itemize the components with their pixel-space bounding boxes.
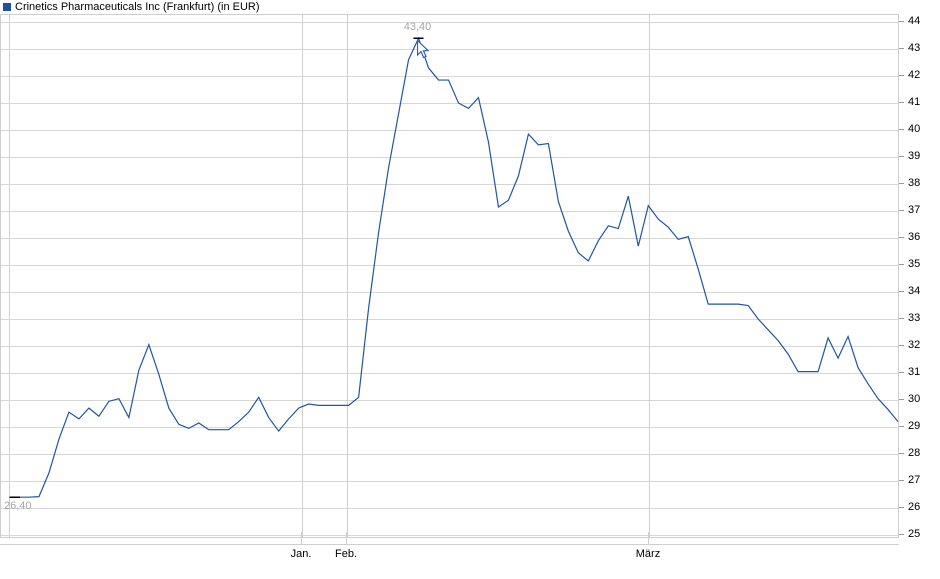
y-tick-mark (899, 291, 904, 292)
y-tick-mark (899, 264, 904, 265)
y-tick-mark (899, 48, 904, 49)
y-tick-label: 41 (908, 96, 921, 108)
y-tick-label: 29 (908, 420, 921, 432)
y-tick-mark (899, 399, 904, 400)
price-line-series (9, 36, 899, 498)
y-tick-mark (899, 318, 904, 319)
y-tick-label: 31 (908, 366, 921, 378)
y-tick-label: 38 (908, 177, 921, 189)
max-value-label: 43,40 (403, 21, 432, 34)
y-tick-mark (899, 453, 904, 454)
y-tick-mark (899, 75, 904, 76)
y-tick-label: 42 (908, 69, 921, 81)
y-tick-label: 36 (908, 231, 921, 243)
y-tick-label: 32 (908, 339, 921, 351)
y-tick-label: 34 (908, 285, 921, 297)
y-tick-mark (899, 156, 904, 157)
y-tick-label: 37 (908, 204, 921, 216)
x-tick-label: März (635, 548, 661, 560)
y-tick-label: 44 (908, 15, 921, 27)
y-tick-label: 26 (908, 501, 921, 513)
x-axis-rule (0, 544, 899, 545)
extreme-markers (10, 37, 424, 498)
y-tick-mark (899, 345, 904, 346)
x-tick-label: Feb. (334, 548, 358, 560)
y-tick-label: 27 (908, 474, 921, 486)
x-tick-label: Jan. (290, 548, 312, 560)
y-axis: 44 43 42 41 40 39 38 37 36 35 34 33 32 31 30 29 28 27 26 25 (899, 14, 940, 540)
y-tick-mark (899, 372, 904, 373)
y-tick-mark (899, 102, 904, 103)
y-tick-label: 28 (908, 447, 921, 459)
y-tick-label: 39 (908, 150, 921, 162)
y-tick-label: 35 (908, 258, 921, 270)
y-tick-label: 30 (908, 393, 921, 405)
min-value-label: 26,40 (4, 500, 32, 513)
y-tick-mark (899, 480, 904, 481)
y-tick-mark (899, 534, 904, 535)
y-tick-label: 43 (908, 42, 921, 54)
gridlines (1, 14, 898, 538)
y-tick-mark (899, 129, 904, 130)
y-tick-mark (899, 21, 904, 22)
y-tick-mark (899, 426, 904, 427)
y-tick-mark (899, 210, 904, 211)
y-tick-label: 25 (908, 528, 921, 540)
x-axis: Jan. Feb. März (0, 532, 940, 579)
y-tick-mark (899, 237, 904, 238)
plot-inner (1, 14, 899, 538)
y-tick-mark (899, 183, 904, 184)
chart-title: Crinetics Pharmaceuticals Inc (Frankfurt… (15, 1, 260, 13)
x-tick-mark (301, 532, 302, 544)
legend-color-swatch (3, 3, 11, 11)
x-tick-mark (648, 532, 649, 544)
chart-legend: Crinetics Pharmaceuticals Inc (Frankfurt… (0, 0, 940, 14)
y-tick-label: 33 (908, 312, 921, 324)
y-tick-label: 40 (908, 123, 921, 135)
plot-area[interactable] (0, 14, 899, 538)
y-tick-mark (899, 507, 904, 508)
x-tick-mark (346, 532, 347, 544)
